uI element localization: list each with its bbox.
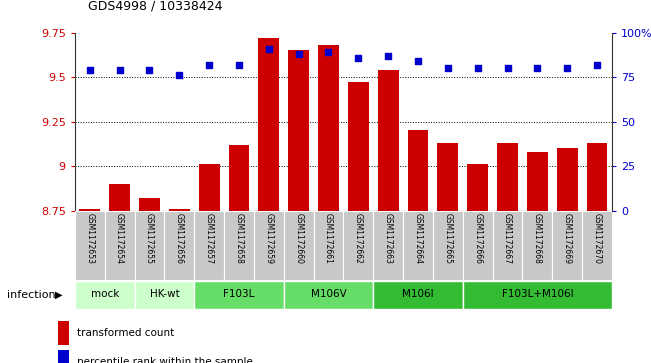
- Text: M106V: M106V: [311, 289, 346, 299]
- Point: [294, 51, 304, 57]
- Bar: [463, 281, 612, 309]
- Text: GSM1172663: GSM1172663: [383, 213, 393, 264]
- Bar: [552, 211, 582, 280]
- Point: [503, 65, 513, 71]
- Text: infection: infection: [7, 290, 55, 300]
- Text: M106I: M106I: [402, 289, 434, 299]
- Bar: [557, 148, 577, 211]
- Bar: [105, 211, 135, 280]
- Bar: [139, 198, 160, 211]
- Bar: [403, 211, 433, 280]
- Bar: [497, 143, 518, 211]
- Text: GSM1172658: GSM1172658: [234, 213, 243, 264]
- Point: [234, 62, 244, 68]
- Bar: [433, 211, 463, 280]
- Bar: [254, 211, 284, 280]
- Bar: [522, 211, 552, 280]
- Text: GSM1172661: GSM1172661: [324, 213, 333, 264]
- Bar: [463, 211, 493, 280]
- Bar: [57, 321, 69, 345]
- Text: GSM1172654: GSM1172654: [115, 213, 124, 264]
- Point: [473, 65, 483, 71]
- Bar: [199, 164, 219, 211]
- Text: GSM1172655: GSM1172655: [145, 213, 154, 264]
- Bar: [527, 152, 547, 211]
- Bar: [378, 70, 398, 211]
- Text: GSM1172657: GSM1172657: [204, 213, 214, 264]
- Bar: [348, 82, 368, 211]
- Bar: [344, 211, 373, 280]
- Text: F103L+M106I: F103L+M106I: [501, 289, 573, 299]
- Bar: [587, 143, 607, 211]
- Bar: [57, 350, 69, 363]
- Text: GSM1172665: GSM1172665: [443, 213, 452, 264]
- Bar: [224, 211, 254, 280]
- Point: [562, 65, 572, 71]
- Point: [592, 62, 602, 68]
- Text: GSM1172667: GSM1172667: [503, 213, 512, 264]
- Point: [443, 65, 453, 71]
- Text: GSM1172668: GSM1172668: [533, 213, 542, 264]
- Bar: [75, 281, 135, 309]
- Text: GSM1172653: GSM1172653: [85, 213, 94, 264]
- Bar: [408, 131, 428, 211]
- Text: GSM1172660: GSM1172660: [294, 213, 303, 264]
- Text: GSM1172656: GSM1172656: [175, 213, 184, 264]
- Bar: [314, 211, 344, 280]
- Point: [115, 67, 125, 73]
- Text: GSM1172666: GSM1172666: [473, 213, 482, 264]
- Text: GSM1172659: GSM1172659: [264, 213, 273, 264]
- Bar: [164, 211, 194, 280]
- Text: transformed count: transformed count: [77, 328, 174, 338]
- Bar: [169, 209, 189, 211]
- Point: [324, 49, 334, 55]
- Text: GSM1172662: GSM1172662: [354, 213, 363, 264]
- Bar: [373, 211, 403, 280]
- Bar: [284, 211, 314, 280]
- Bar: [109, 184, 130, 211]
- Text: ▶: ▶: [55, 290, 62, 300]
- Point: [383, 53, 393, 59]
- Point: [413, 58, 423, 64]
- Bar: [318, 45, 339, 211]
- Text: percentile rank within the sample: percentile rank within the sample: [77, 357, 253, 363]
- Bar: [194, 211, 224, 280]
- Bar: [373, 281, 463, 309]
- Text: HK-wt: HK-wt: [150, 289, 179, 299]
- Text: F103L: F103L: [223, 289, 255, 299]
- Bar: [258, 38, 279, 211]
- Bar: [284, 281, 373, 309]
- Bar: [582, 211, 612, 280]
- Point: [85, 67, 95, 73]
- Bar: [194, 281, 284, 309]
- Bar: [288, 50, 309, 211]
- Point: [353, 55, 363, 61]
- Bar: [467, 164, 488, 211]
- Point: [264, 46, 274, 52]
- Point: [532, 65, 542, 71]
- Bar: [135, 211, 165, 280]
- Text: mock: mock: [90, 289, 119, 299]
- Text: GSM1172664: GSM1172664: [413, 213, 422, 264]
- Text: GSM1172670: GSM1172670: [592, 213, 602, 264]
- Point: [204, 62, 214, 68]
- Bar: [135, 281, 194, 309]
- Point: [174, 73, 184, 78]
- Text: GDS4998 / 10338424: GDS4998 / 10338424: [88, 0, 223, 13]
- Bar: [75, 211, 105, 280]
- Bar: [437, 143, 458, 211]
- Text: GSM1172669: GSM1172669: [562, 213, 572, 264]
- Bar: [79, 209, 100, 211]
- Bar: [493, 211, 522, 280]
- Bar: [229, 145, 249, 211]
- Point: [145, 67, 155, 73]
